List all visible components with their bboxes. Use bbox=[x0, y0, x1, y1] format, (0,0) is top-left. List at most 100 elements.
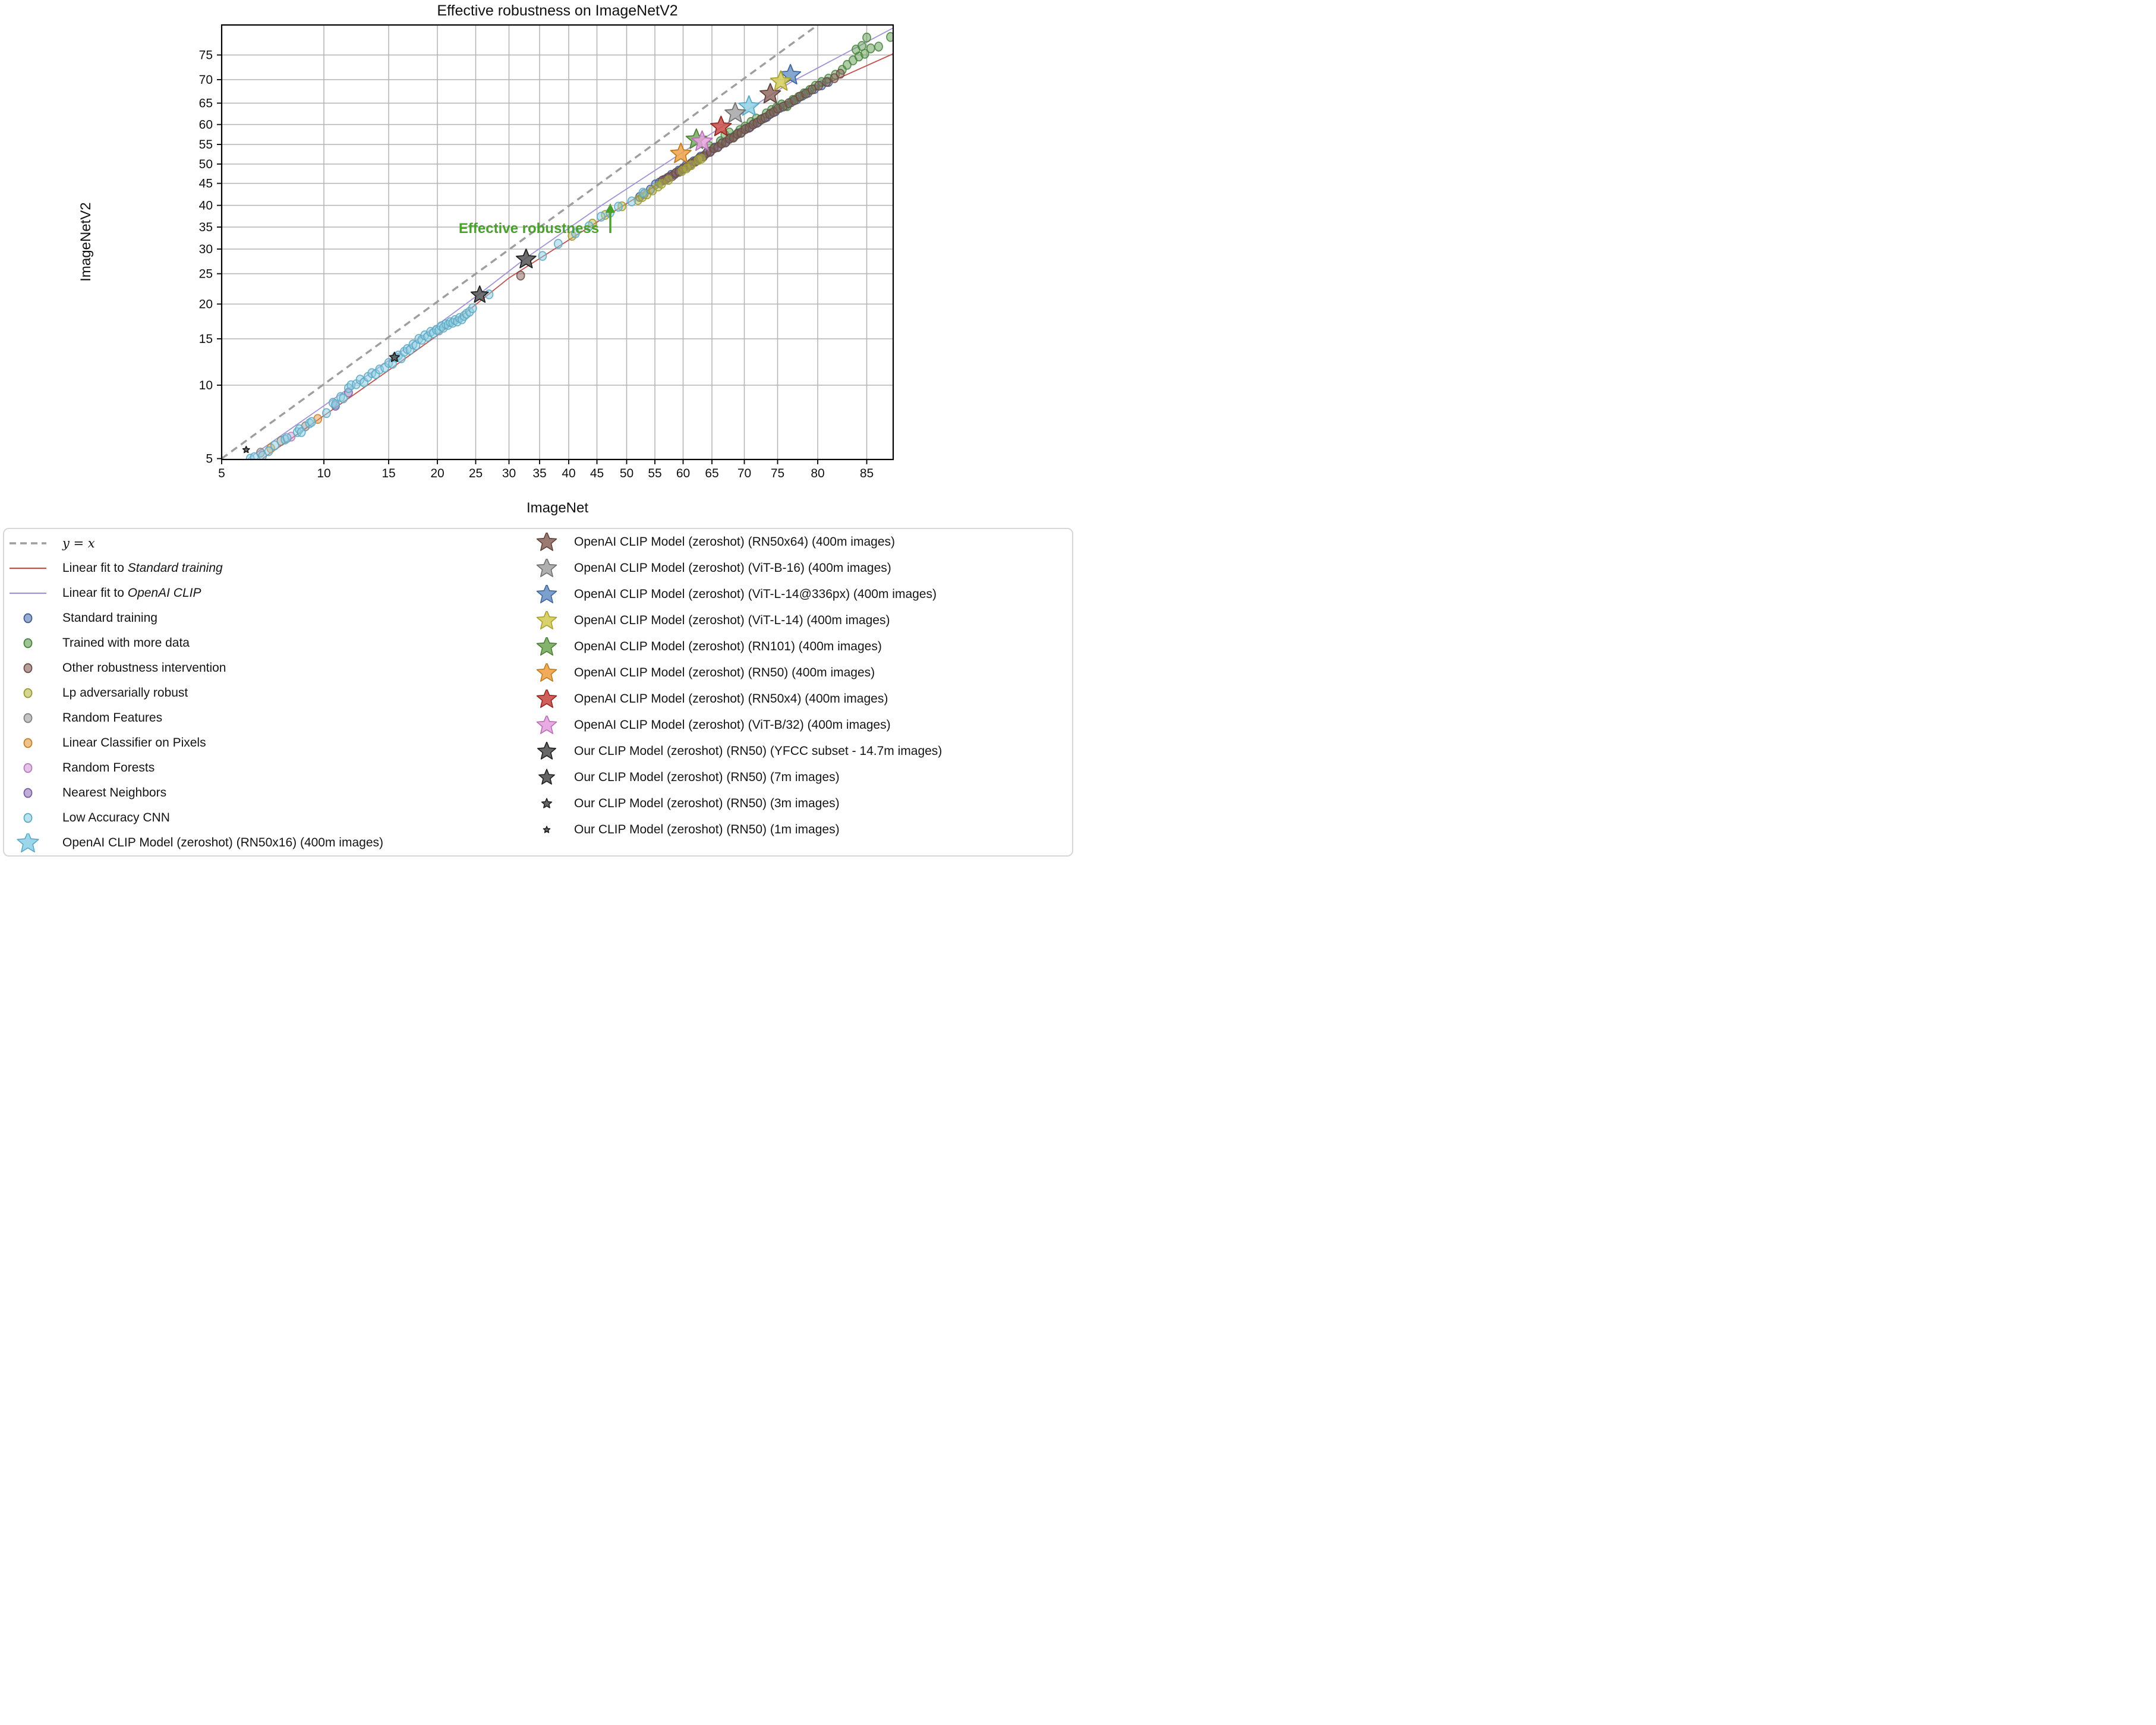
legend-dot-icon bbox=[23, 663, 33, 673]
x-tick-label: 45 bbox=[590, 467, 604, 480]
legend-star-icon bbox=[536, 716, 557, 734]
legend-dot-icon bbox=[23, 638, 33, 649]
star-marker-our-clip-3m bbox=[389, 351, 400, 363]
legend-item-label: OpenAI CLIP Model (zeroshot) (RN50x16) (… bbox=[62, 836, 384, 849]
legend-item-label: y = x bbox=[62, 536, 95, 550]
x-tick-label: 40 bbox=[562, 467, 575, 480]
legend-star-icon bbox=[536, 533, 557, 551]
legend-item: Linear fit to Standard training bbox=[7, 559, 223, 578]
y-tick-label: 45 bbox=[199, 177, 213, 191]
scatter-point-low-accuracy-cnn bbox=[282, 433, 292, 443]
scatter-point-lp-adversarially-robust bbox=[697, 153, 706, 164]
y-tick-label: 70 bbox=[199, 73, 213, 87]
star-marker-openai-clip-vit-b-16 bbox=[724, 102, 746, 123]
legend-item: Our CLIP Model (zeroshot) (RN50) (3m ima… bbox=[525, 794, 840, 813]
star-marker-openai-clip-rn50x64 bbox=[759, 83, 781, 104]
fit-standard-training-line bbox=[262, 53, 893, 459]
scatter-point-low-accuracy-cnn bbox=[339, 393, 348, 404]
x-tick-label: 70 bbox=[737, 467, 751, 480]
legend-line-icon bbox=[10, 567, 46, 569]
legend-star-icon bbox=[536, 559, 557, 577]
x-tick-label: 55 bbox=[648, 467, 661, 480]
legend-item: OpenAI CLIP Model (zeroshot) (ViT-L-14) … bbox=[525, 611, 890, 630]
scatter-point-low-accuracy-cnn bbox=[297, 427, 306, 437]
scatter-point-low-accuracy-cnn bbox=[468, 303, 477, 313]
legend-item-label: OpenAI CLIP Model (zeroshot) (ViT-B/32) … bbox=[574, 718, 891, 732]
y-tick-label: 20 bbox=[199, 298, 213, 311]
x-tick-label: 10 bbox=[317, 467, 330, 480]
legend-item-label: Our CLIP Model (zeroshot) (RN50) (YFCC s… bbox=[574, 744, 943, 758]
legend-star-icon bbox=[541, 798, 553, 808]
legend-item: OpenAI CLIP Model (zeroshot) (ViT-L-14@3… bbox=[525, 585, 937, 604]
legend-star-icon bbox=[536, 611, 557, 629]
scatter-point-low-accuracy-cnn bbox=[264, 446, 273, 457]
y-tick-label: 10 bbox=[199, 379, 213, 392]
legend-dot-icon bbox=[23, 788, 33, 798]
scatter-point-other-robustness-intervention bbox=[822, 77, 831, 87]
y-tick-label: 50 bbox=[199, 158, 213, 171]
star-marker-openai-clip-vit-l-14 bbox=[770, 70, 792, 91]
clip-model-stars bbox=[242, 64, 802, 454]
y-tick-label: 30 bbox=[199, 243, 213, 256]
legend-item: Linear fit to OpenAI CLIP bbox=[7, 584, 201, 603]
legend-item: Our CLIP Model (zeroshot) (RN50) (7m ima… bbox=[525, 768, 840, 787]
legend-item-label: Our CLIP Model (zeroshot) (RN50) (3m ima… bbox=[574, 797, 840, 810]
legend-item: OpenAI CLIP Model (zeroshot) (RN101) (40… bbox=[525, 637, 882, 656]
x-tick-label: 75 bbox=[771, 467, 784, 480]
y-axis-label: ImageNetV2 bbox=[78, 202, 94, 281]
legend-item: OpenAI CLIP Model (zeroshot) (RN50x64) (… bbox=[525, 533, 895, 552]
star-marker-openai-clip-rn50 bbox=[670, 142, 692, 163]
legend-star-icon bbox=[536, 585, 557, 603]
legend-item-label: Our CLIP Model (zeroshot) (RN50) (1m ima… bbox=[574, 823, 840, 836]
scatter-point-low-accuracy-cnn bbox=[307, 417, 316, 427]
effective-robustness-annotation: Effective robustness bbox=[459, 203, 615, 237]
legend-item-label: OpenAI CLIP Model (zeroshot) (ViT-L-14) … bbox=[574, 613, 890, 627]
scatter-point-lp-adversarially-robust bbox=[686, 160, 696, 171]
legend-star-icon bbox=[538, 769, 555, 785]
up-arrow-icon bbox=[606, 203, 615, 233]
star-marker-openai-clip-rn50x4 bbox=[710, 115, 732, 137]
legend-dot-icon bbox=[23, 613, 33, 624]
legend-item-label: OpenAI CLIP Model (zeroshot) (RN50) (400… bbox=[574, 666, 875, 679]
scatter-point-trained-with-more-data bbox=[866, 43, 875, 53]
y-tick-label: 65 bbox=[199, 97, 213, 111]
legend-star-icon bbox=[17, 833, 39, 852]
legend-dot-icon bbox=[23, 663, 33, 673]
star-marker-our-clip-7m bbox=[470, 285, 489, 303]
legend-star-icon bbox=[536, 716, 557, 734]
scatter-point-low-accuracy-cnn bbox=[258, 451, 267, 459]
legend-item: Our CLIP Model (zeroshot) (RN50) (YFCC s… bbox=[525, 742, 942, 761]
legend-item: OpenAI CLIP Model (zeroshot) (ViT-B/32) … bbox=[525, 716, 891, 735]
x-tick-label: 25 bbox=[469, 467, 483, 480]
legend-item-label: Trained with more data bbox=[62, 636, 190, 650]
legend-line-icon bbox=[10, 592, 46, 594]
x-tick-label: 65 bbox=[705, 467, 718, 480]
figure: Effective robustness on ImageNetV2 Image… bbox=[0, 0, 1078, 862]
legend-dashed-line-icon bbox=[10, 542, 46, 544]
x-tick-label: 30 bbox=[502, 467, 516, 480]
x-tick-label: 85 bbox=[860, 467, 874, 480]
scatter-point-low-accuracy-cnn bbox=[322, 408, 331, 418]
legend-dot-icon bbox=[23, 738, 33, 748]
x-tick-label: 35 bbox=[532, 467, 546, 480]
scatter-point-low-accuracy-cnn bbox=[270, 440, 279, 451]
legend-item: Random Forests bbox=[7, 758, 155, 777]
y-tick-label: 15 bbox=[199, 332, 213, 346]
y-tick-label: 75 bbox=[199, 49, 213, 62]
star-marker-our-clip-yfcc bbox=[515, 248, 537, 269]
scatter-point-lp-adversarially-robust bbox=[664, 175, 673, 185]
scatter-point-low-accuracy-cnn bbox=[250, 452, 259, 459]
legend-star-icon bbox=[541, 798, 553, 808]
legend-item-label: Standard training bbox=[62, 611, 157, 625]
scatter-point-trained-with-more-data bbox=[857, 41, 866, 51]
legend-item-label: OpenAI CLIP Model (zeroshot) (RN101) (40… bbox=[574, 640, 882, 653]
legend-item: Low Accuracy CNN bbox=[7, 808, 170, 827]
x-axis-label: ImageNet bbox=[527, 500, 588, 516]
legend-dot-icon bbox=[23, 738, 33, 748]
scatter-point-low-accuracy-cnn bbox=[538, 251, 547, 261]
scatter-point-low-accuracy-cnn bbox=[571, 228, 580, 238]
legend-item: Random Features bbox=[7, 709, 162, 728]
legend-dot-icon bbox=[23, 763, 33, 773]
y-tick-label: 25 bbox=[199, 267, 213, 281]
scatter-point-trained-with-more-data bbox=[843, 59, 852, 70]
